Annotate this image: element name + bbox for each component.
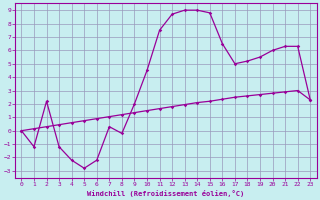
X-axis label: Windchill (Refroidissement éolien,°C): Windchill (Refroidissement éolien,°C): [87, 190, 244, 197]
